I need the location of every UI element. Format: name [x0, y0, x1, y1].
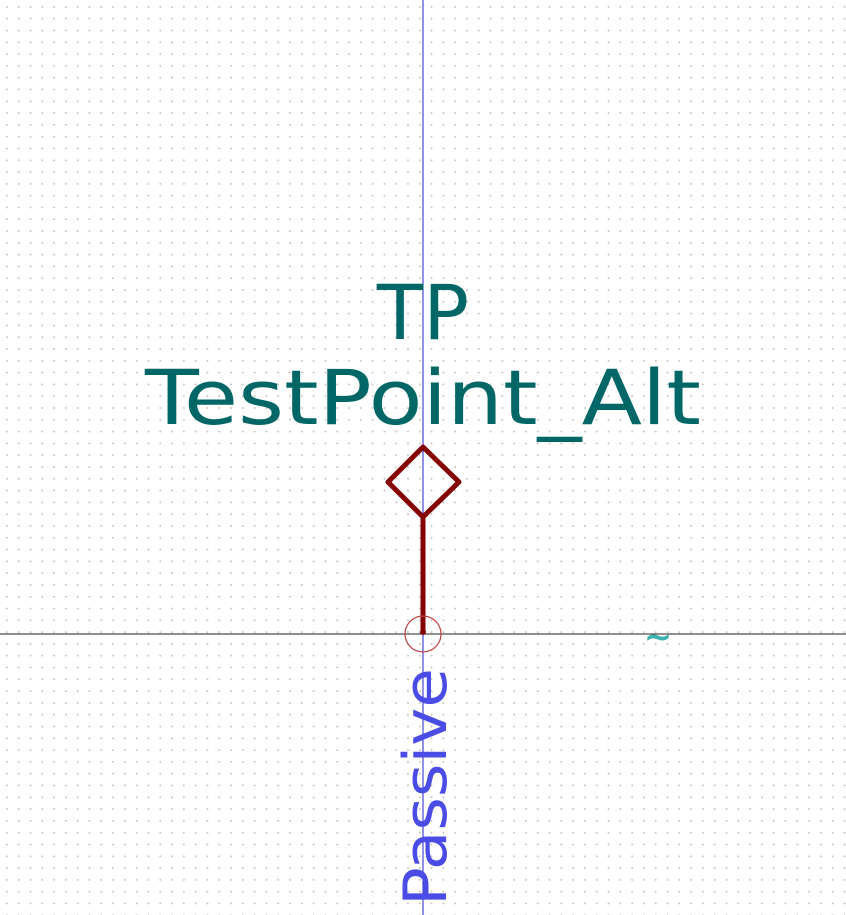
pin-anchor-dot: [420, 629, 426, 635]
reference-field[interactable]: TP: [376, 268, 469, 357]
pin-name-marker: ~: [644, 617, 673, 657]
pin-anchor-circle[interactable]: [404, 615, 442, 653]
pin-electrical-type-label: Passive: [391, 668, 461, 906]
value-field[interactable]: TestPoint_Alt: [144, 353, 701, 442]
